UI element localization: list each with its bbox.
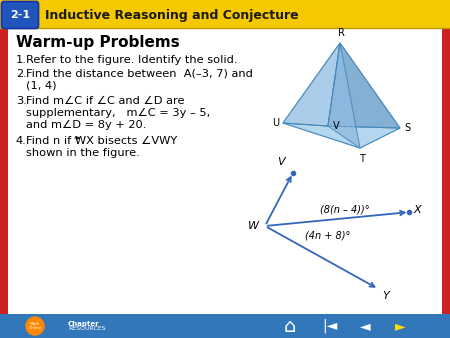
Polygon shape: [283, 123, 400, 148]
Text: ►: ►: [395, 319, 405, 333]
Text: W: W: [248, 221, 259, 231]
Text: S: S: [404, 123, 410, 133]
Text: (4n + 8)°: (4n + 8)°: [305, 230, 351, 240]
Text: Find the distance between  A(–3, 7) and: Find the distance between A(–3, 7) and: [26, 69, 253, 79]
Text: Find n if WX bisects ∠VWY: Find n if WX bisects ∠VWY: [26, 136, 177, 146]
Text: V: V: [277, 157, 285, 167]
Text: RESOURCES: RESOURCES: [68, 327, 106, 332]
Polygon shape: [328, 43, 360, 148]
Text: ◄: ◄: [360, 319, 370, 333]
Circle shape: [26, 317, 44, 335]
Bar: [0, 314, 450, 338]
Text: supplementary,   m∠C = 3y – 5,: supplementary, m∠C = 3y – 5,: [26, 108, 210, 118]
Polygon shape: [328, 43, 400, 128]
Text: V: V: [333, 121, 340, 131]
Text: T: T: [359, 154, 365, 164]
Text: 4.: 4.: [16, 136, 27, 146]
Text: |◄: |◄: [322, 319, 338, 333]
Text: (1, 4): (1, 4): [26, 80, 57, 90]
Text: Y: Y: [382, 291, 389, 301]
Text: (8(n – 4))°: (8(n – 4))°: [320, 205, 369, 215]
Polygon shape: [283, 43, 340, 126]
Text: ⌂: ⌂: [284, 316, 296, 336]
Text: 1.: 1.: [16, 55, 27, 65]
Text: Warm-up Problems: Warm-up Problems: [16, 34, 180, 49]
Text: 2-1: 2-1: [10, 10, 30, 20]
Text: X: X: [414, 205, 421, 215]
Text: U: U: [272, 118, 279, 128]
Text: 3.: 3.: [16, 96, 27, 106]
Bar: [0, 0, 450, 28]
Text: shown in the figure.: shown in the figure.: [26, 148, 140, 158]
Text: Refer to the figure. Identify the solid.: Refer to the figure. Identify the solid.: [26, 55, 238, 65]
Text: Inductive Reasoning and Conjecture: Inductive Reasoning and Conjecture: [45, 8, 299, 22]
Polygon shape: [283, 43, 400, 148]
Text: Find m∠C if ∠C and ∠D are: Find m∠C if ∠C and ∠D are: [26, 96, 184, 106]
Text: Chapter: Chapter: [68, 321, 99, 327]
Text: 2.: 2.: [16, 69, 27, 79]
Text: Math
Online: Math Online: [28, 322, 41, 330]
Text: and m∠D = 8y + 20.: and m∠D = 8y + 20.: [26, 120, 146, 130]
Bar: [8, 26, 442, 314]
Text: R: R: [338, 28, 344, 38]
FancyBboxPatch shape: [1, 1, 39, 28]
